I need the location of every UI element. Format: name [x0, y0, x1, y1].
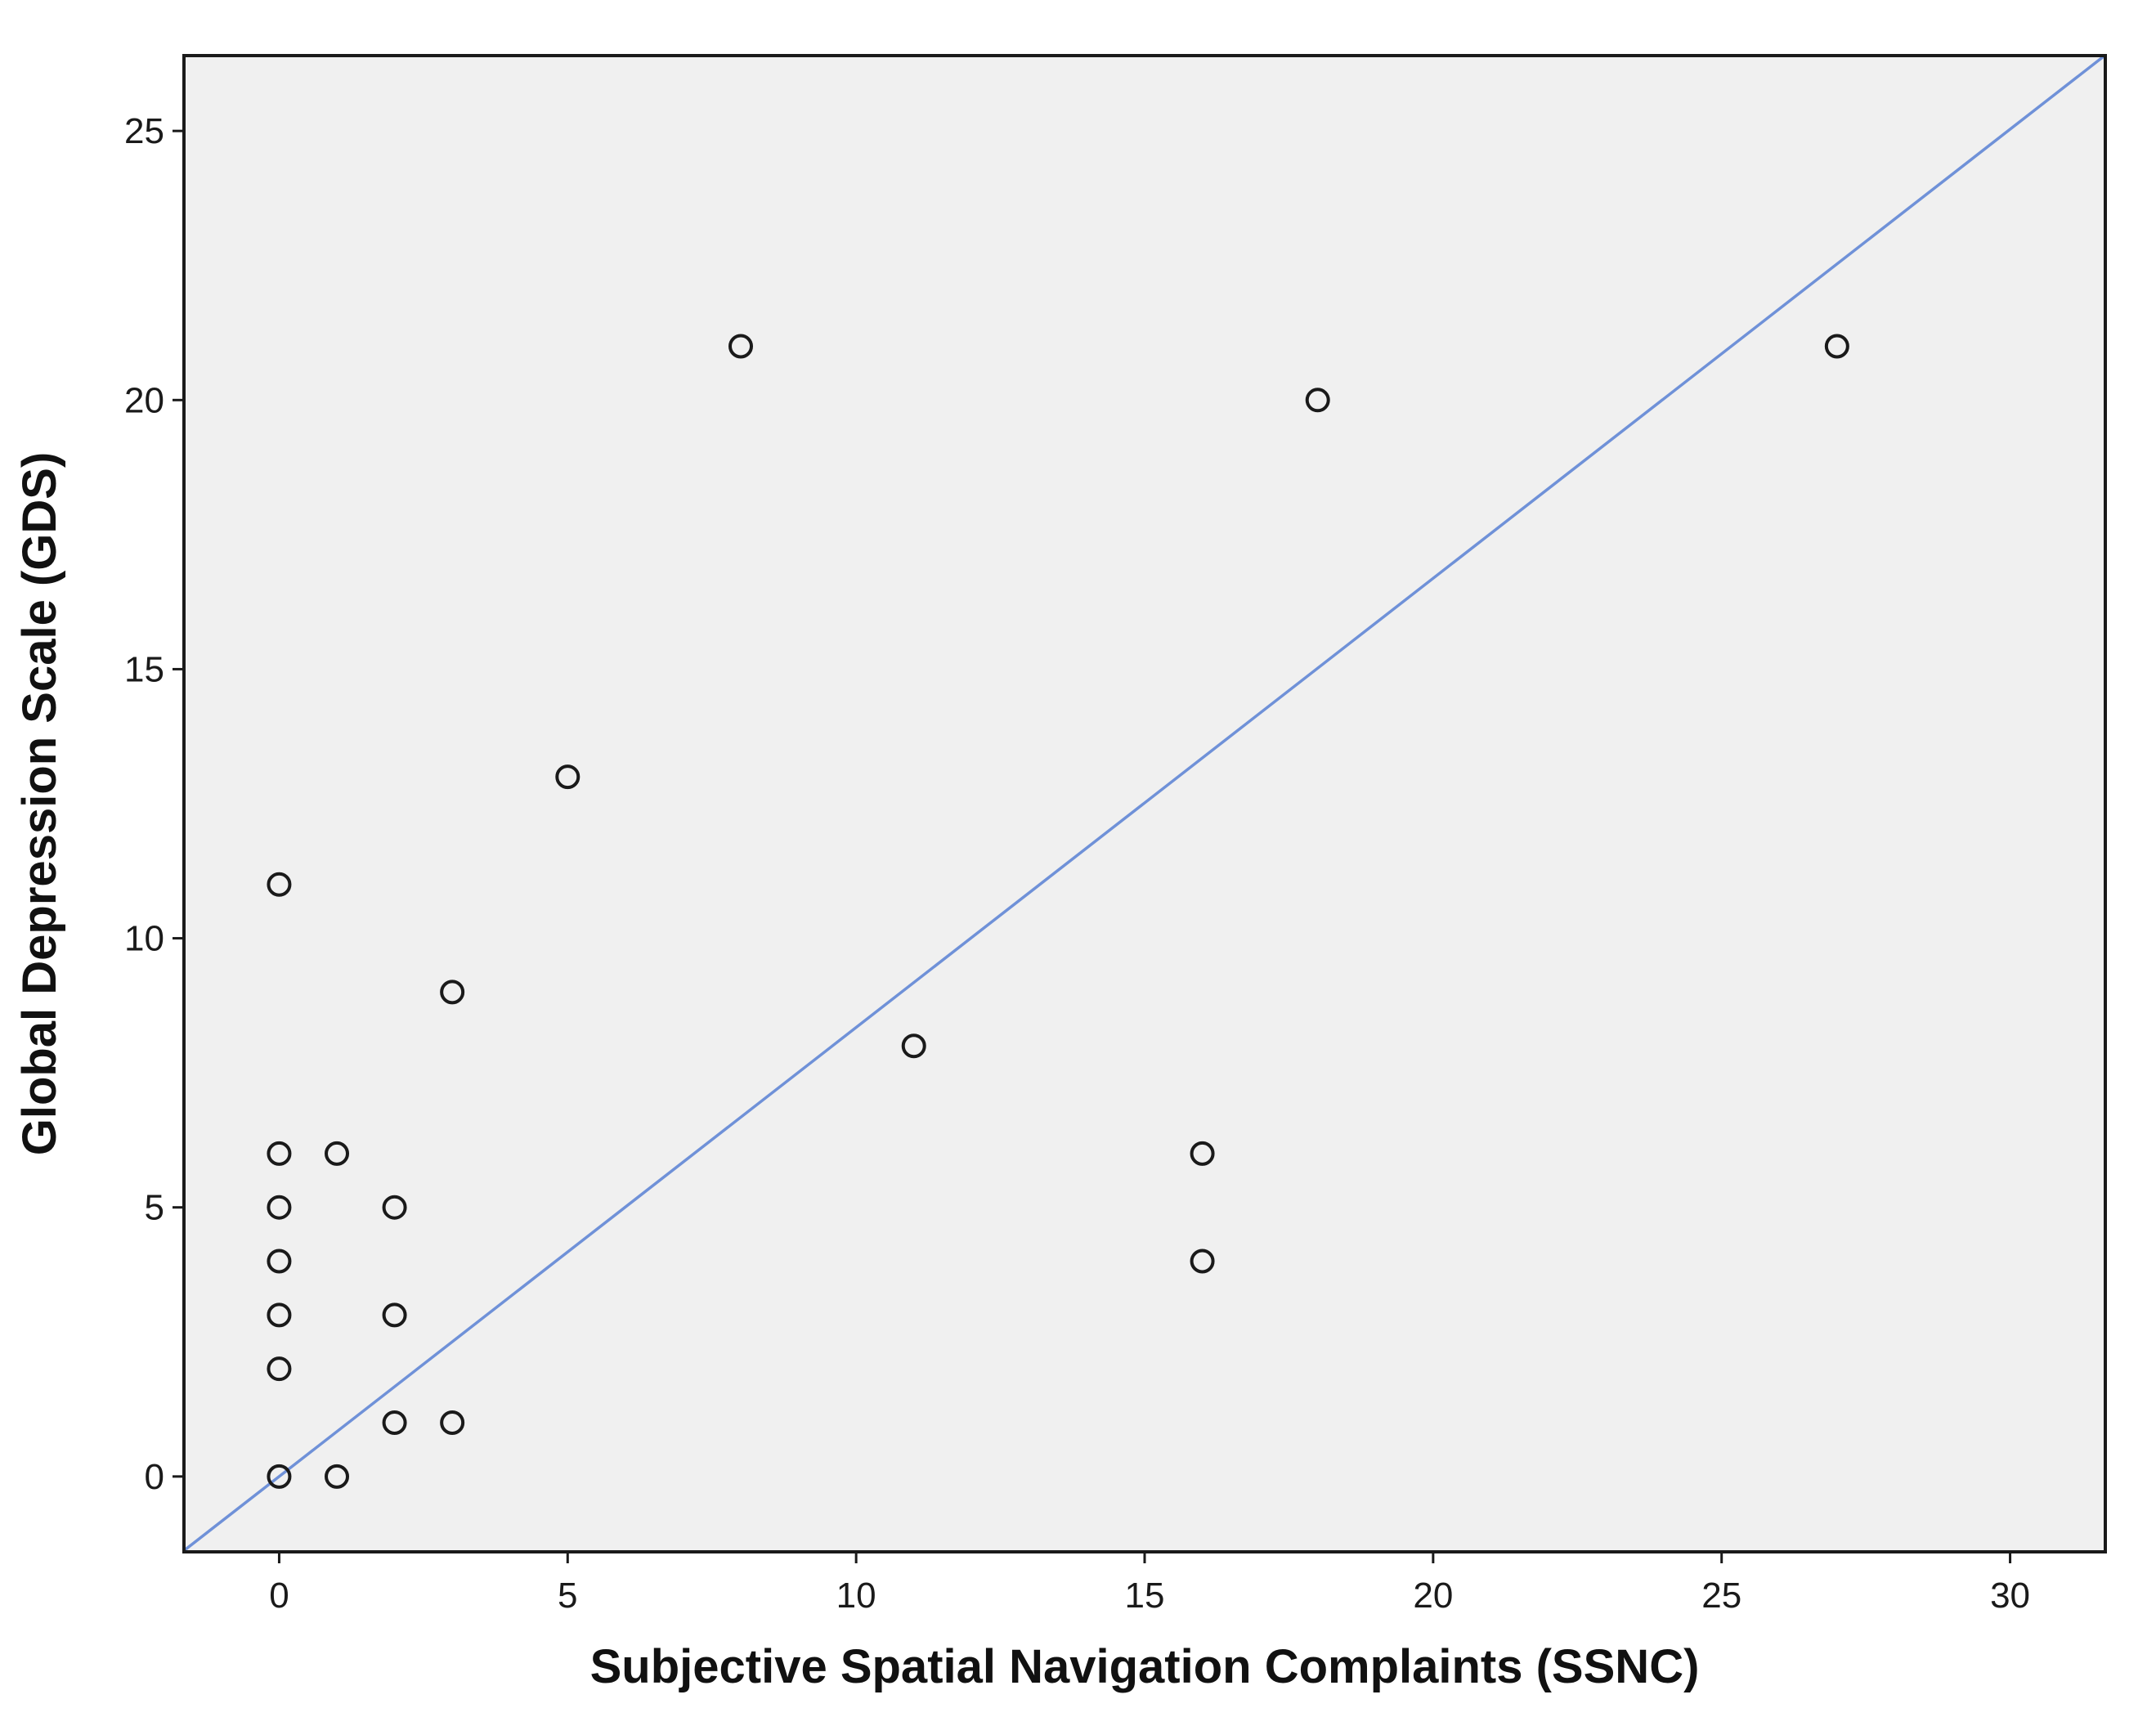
x-axis-title: Subjective Spatial Navigation Complaints…: [590, 1640, 1700, 1693]
scatter-point: [267, 1249, 292, 1274]
scatter-point: [267, 1464, 292, 1489]
scatter-point: [267, 1195, 292, 1220]
x-tick-label: 30: [1990, 1576, 2030, 1616]
x-axis: 0 5 10 15 20 25 30: [269, 1552, 2030, 1616]
scatter-point: [728, 334, 754, 359]
scatter-point: [555, 764, 580, 790]
scatter-point: [267, 872, 292, 897]
x-tick-label: 10: [836, 1576, 876, 1616]
y-tick-label: 20: [124, 380, 164, 420]
scatter-point: [1305, 388, 1330, 413]
x-tick-label: 5: [558, 1576, 577, 1616]
scatter-point: [901, 1033, 926, 1059]
scatter-point: [1824, 334, 1849, 359]
scatter-point: [267, 1302, 292, 1328]
y-tick-label: 5: [145, 1188, 164, 1228]
scatter-point: [382, 1195, 407, 1220]
scatter-point: [440, 1410, 465, 1436]
y-tick-label: 25: [124, 111, 164, 151]
x-tick-label: 0: [269, 1576, 289, 1616]
x-tick-label: 15: [1125, 1576, 1165, 1616]
scatter-point: [382, 1410, 407, 1436]
scatter-point: [1190, 1249, 1215, 1274]
x-tick-label: 20: [1413, 1576, 1453, 1616]
fit-line: [184, 56, 2105, 1552]
y-axis-title: Global Depression Scale (GDS): [13, 452, 66, 1156]
x-tick-label: 25: [1701, 1576, 1741, 1616]
scatter-point: [267, 1141, 292, 1166]
scatter-point: [440, 980, 465, 1005]
scatter-point: [382, 1302, 407, 1328]
y-axis: 0 5 10 15 20 25: [124, 111, 184, 1497]
scatter-point: [267, 1356, 292, 1382]
scatter-point: [1190, 1141, 1215, 1166]
y-tick-label: 15: [124, 649, 164, 689]
y-tick-label: 10: [124, 919, 164, 959]
scatter-point: [325, 1141, 350, 1166]
y-tick-label: 0: [145, 1457, 164, 1497]
scatter-point: [325, 1464, 350, 1489]
